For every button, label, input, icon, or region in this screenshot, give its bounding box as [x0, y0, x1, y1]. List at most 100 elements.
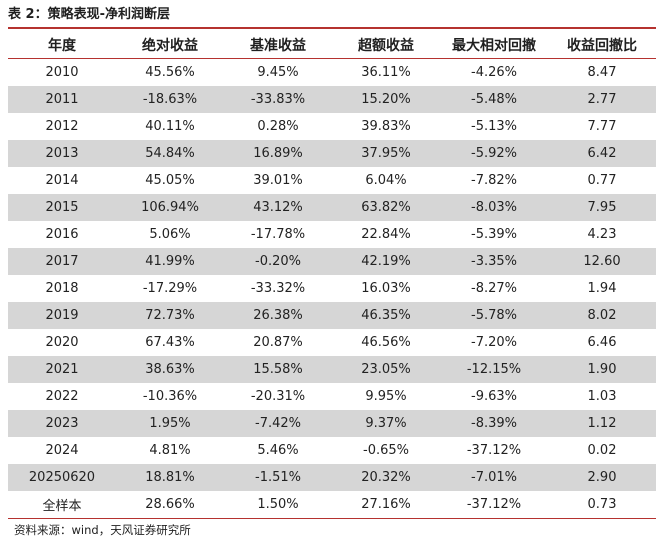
table-cell: -37.12% — [466, 443, 522, 458]
table-row: 2023 1.95% -7.42% 9.37% -8.39% 1.12 — [8, 410, 656, 437]
table-cell: -7.20% — [471, 335, 517, 350]
table-cell: -1.51% — [255, 470, 301, 485]
table-cell: 39.01% — [253, 173, 303, 188]
table-cell: 2024 — [45, 443, 79, 458]
table-cell: -12.15% — [466, 362, 522, 377]
table-cell: 15.20% — [361, 92, 411, 107]
table-cell: 15.58% — [253, 362, 303, 377]
table-cell: 1.95% — [149, 416, 191, 431]
source-note: 资料来源：wind，天风证券研究所 — [14, 523, 191, 537]
table-cell: -0.65% — [363, 443, 409, 458]
table-cell: 2017 — [45, 254, 79, 269]
column-header: 绝对收益 — [142, 37, 198, 54]
table-cell: -33.32% — [250, 281, 306, 296]
table-row: 2016 5.06% -17.78% 22.84% -5.39% 4.23 — [8, 221, 656, 248]
table-cell: 2.77 — [587, 92, 617, 107]
table-cell: -37.12% — [440, 491, 548, 519]
table-cell: 2011 — [45, 92, 79, 107]
table-cell: 2010 — [45, 65, 79, 80]
table-cell: 16.89% — [253, 146, 303, 161]
table-cell: 2015 — [45, 200, 79, 215]
table-row: 2018 -17.29% -33.32% 16.03% -8.27% 1.94 — [8, 275, 656, 302]
table-cell: 63.82% — [361, 200, 411, 215]
column-header: 收益回撤比 — [567, 37, 637, 54]
table-cell: 72.73% — [145, 308, 195, 323]
table-row: 2021 38.63% 15.58% 23.05% -12.15% 1.90 — [8, 356, 656, 383]
table-cell: 37.95% — [361, 146, 411, 161]
table-cell: 5.06% — [149, 227, 191, 242]
table-cell: -5.48% — [471, 92, 517, 107]
table-cell: 16.03% — [361, 281, 411, 296]
table-cell: -3.35% — [471, 254, 517, 269]
table-cell: -9.63% — [471, 389, 517, 404]
table-cell: 20.32% — [361, 470, 411, 485]
table-cell: -17.29% — [142, 281, 198, 296]
table-cell: 1.12 — [587, 416, 617, 431]
table-cell: 5.46% — [257, 443, 299, 458]
table-cell: 2.90 — [587, 470, 617, 485]
table-cell: 26.38% — [253, 308, 303, 323]
table-cell: 0.77 — [587, 173, 617, 188]
table-cell: 40.11% — [145, 119, 195, 134]
table-cell: -18.63% — [142, 92, 198, 107]
table-cell: -8.27% — [471, 281, 517, 296]
strategy-performance-table: 年度 绝对收益 基准收益 超额收益 最大相对回撤 收益回撤比 2010 45.56… — [8, 31, 656, 519]
table-cell: 6.46 — [587, 335, 617, 350]
table-row: 2015 106.94% 43.12% 63.82% -8.03% 7.95 — [8, 194, 656, 221]
table-row: 2014 45.05% 39.01% 6.04% -7.82% 0.77 — [8, 167, 656, 194]
column-header: 最大相对回撤 — [452, 37, 536, 54]
table-row: 2010 45.56% 9.45% 36.11% -4.26% 8.47 — [8, 59, 656, 87]
table-cell: 1.50% — [224, 491, 332, 519]
table-cell: 22.84% — [361, 227, 411, 242]
table-row: 2011 -18.63% -33.83% 15.20% -5.48% 2.77 — [8, 86, 656, 113]
column-header: 年度 — [48, 37, 76, 54]
table-cell: 6.42 — [587, 146, 617, 161]
column-header: 超额收益 — [358, 37, 414, 54]
table-cell: 20250620 — [28, 470, 96, 485]
table-cell: 45.05% — [145, 173, 195, 188]
table-cell: 45.56% — [145, 65, 195, 80]
table-cell: 2018 — [45, 281, 79, 296]
table-cell: 6.04% — [365, 173, 407, 188]
table-body: 2010 45.56% 9.45% 36.11% -4.26% 8.47 2011 -18.6… — [8, 59, 656, 519]
table-cell: -5.13% — [471, 119, 517, 134]
table-cell: 9.37% — [365, 416, 407, 431]
table-cell: -17.78% — [250, 227, 306, 242]
table-row: 2019 72.73% 26.38% 46.35% -5.78% 8.02 — [8, 302, 656, 329]
table-cell: 54.84% — [145, 146, 195, 161]
table-cell: 9.45% — [257, 65, 299, 80]
table-cell: 28.66% — [116, 491, 224, 519]
table-cell: 7.77 — [587, 119, 617, 134]
table-cell: -7.01% — [471, 470, 517, 485]
table-cell: 2013 — [45, 146, 79, 161]
table-cell: 0.02 — [587, 443, 617, 458]
table-cell: 38.63% — [145, 362, 195, 377]
table-cell: -8.39% — [471, 416, 517, 431]
table-cell: 43.12% — [253, 200, 303, 215]
table-row: 2024 4.81% 5.46% -0.65% -37.12% 0.02 — [8, 437, 656, 464]
table-row: 2020 67.43% 20.87% 46.56% -7.20% 6.46 — [8, 329, 656, 356]
table-cell: 23.05% — [361, 362, 411, 377]
title-divider — [8, 27, 656, 29]
table-cell: 4.23 — [587, 227, 617, 242]
table-cell: 67.43% — [145, 335, 195, 350]
table-cell: 2019 — [45, 308, 79, 323]
table-cell: 18.81% — [145, 470, 195, 485]
table-cell: 2016 — [45, 227, 79, 242]
table-cell: 27.16% — [332, 491, 440, 519]
table-row: 2012 40.11% 0.28% 39.83% -5.13% 7.77 — [8, 113, 656, 140]
table-cell: 2014 — [45, 173, 79, 188]
table-cell: -10.36% — [142, 389, 198, 404]
table-cell: 8.02 — [587, 308, 617, 323]
table-cell: 2022 — [45, 389, 79, 404]
table-cell: -5.78% — [471, 308, 517, 323]
table-cell: -5.92% — [471, 146, 517, 161]
table-cell: 7.95 — [587, 200, 617, 215]
table-cell: -0.20% — [255, 254, 301, 269]
table-cell: -5.39% — [471, 227, 517, 242]
table-row: 2022 -10.36% -20.31% 9.95% -9.63% 1.03 — [8, 383, 656, 410]
table-row: 2013 54.84% 16.89% 37.95% -5.92% 6.42 — [8, 140, 656, 167]
table-cell: -8.03% — [471, 200, 517, 215]
table-cell: -7.82% — [471, 173, 517, 188]
table-cell: -20.31% — [250, 389, 306, 404]
